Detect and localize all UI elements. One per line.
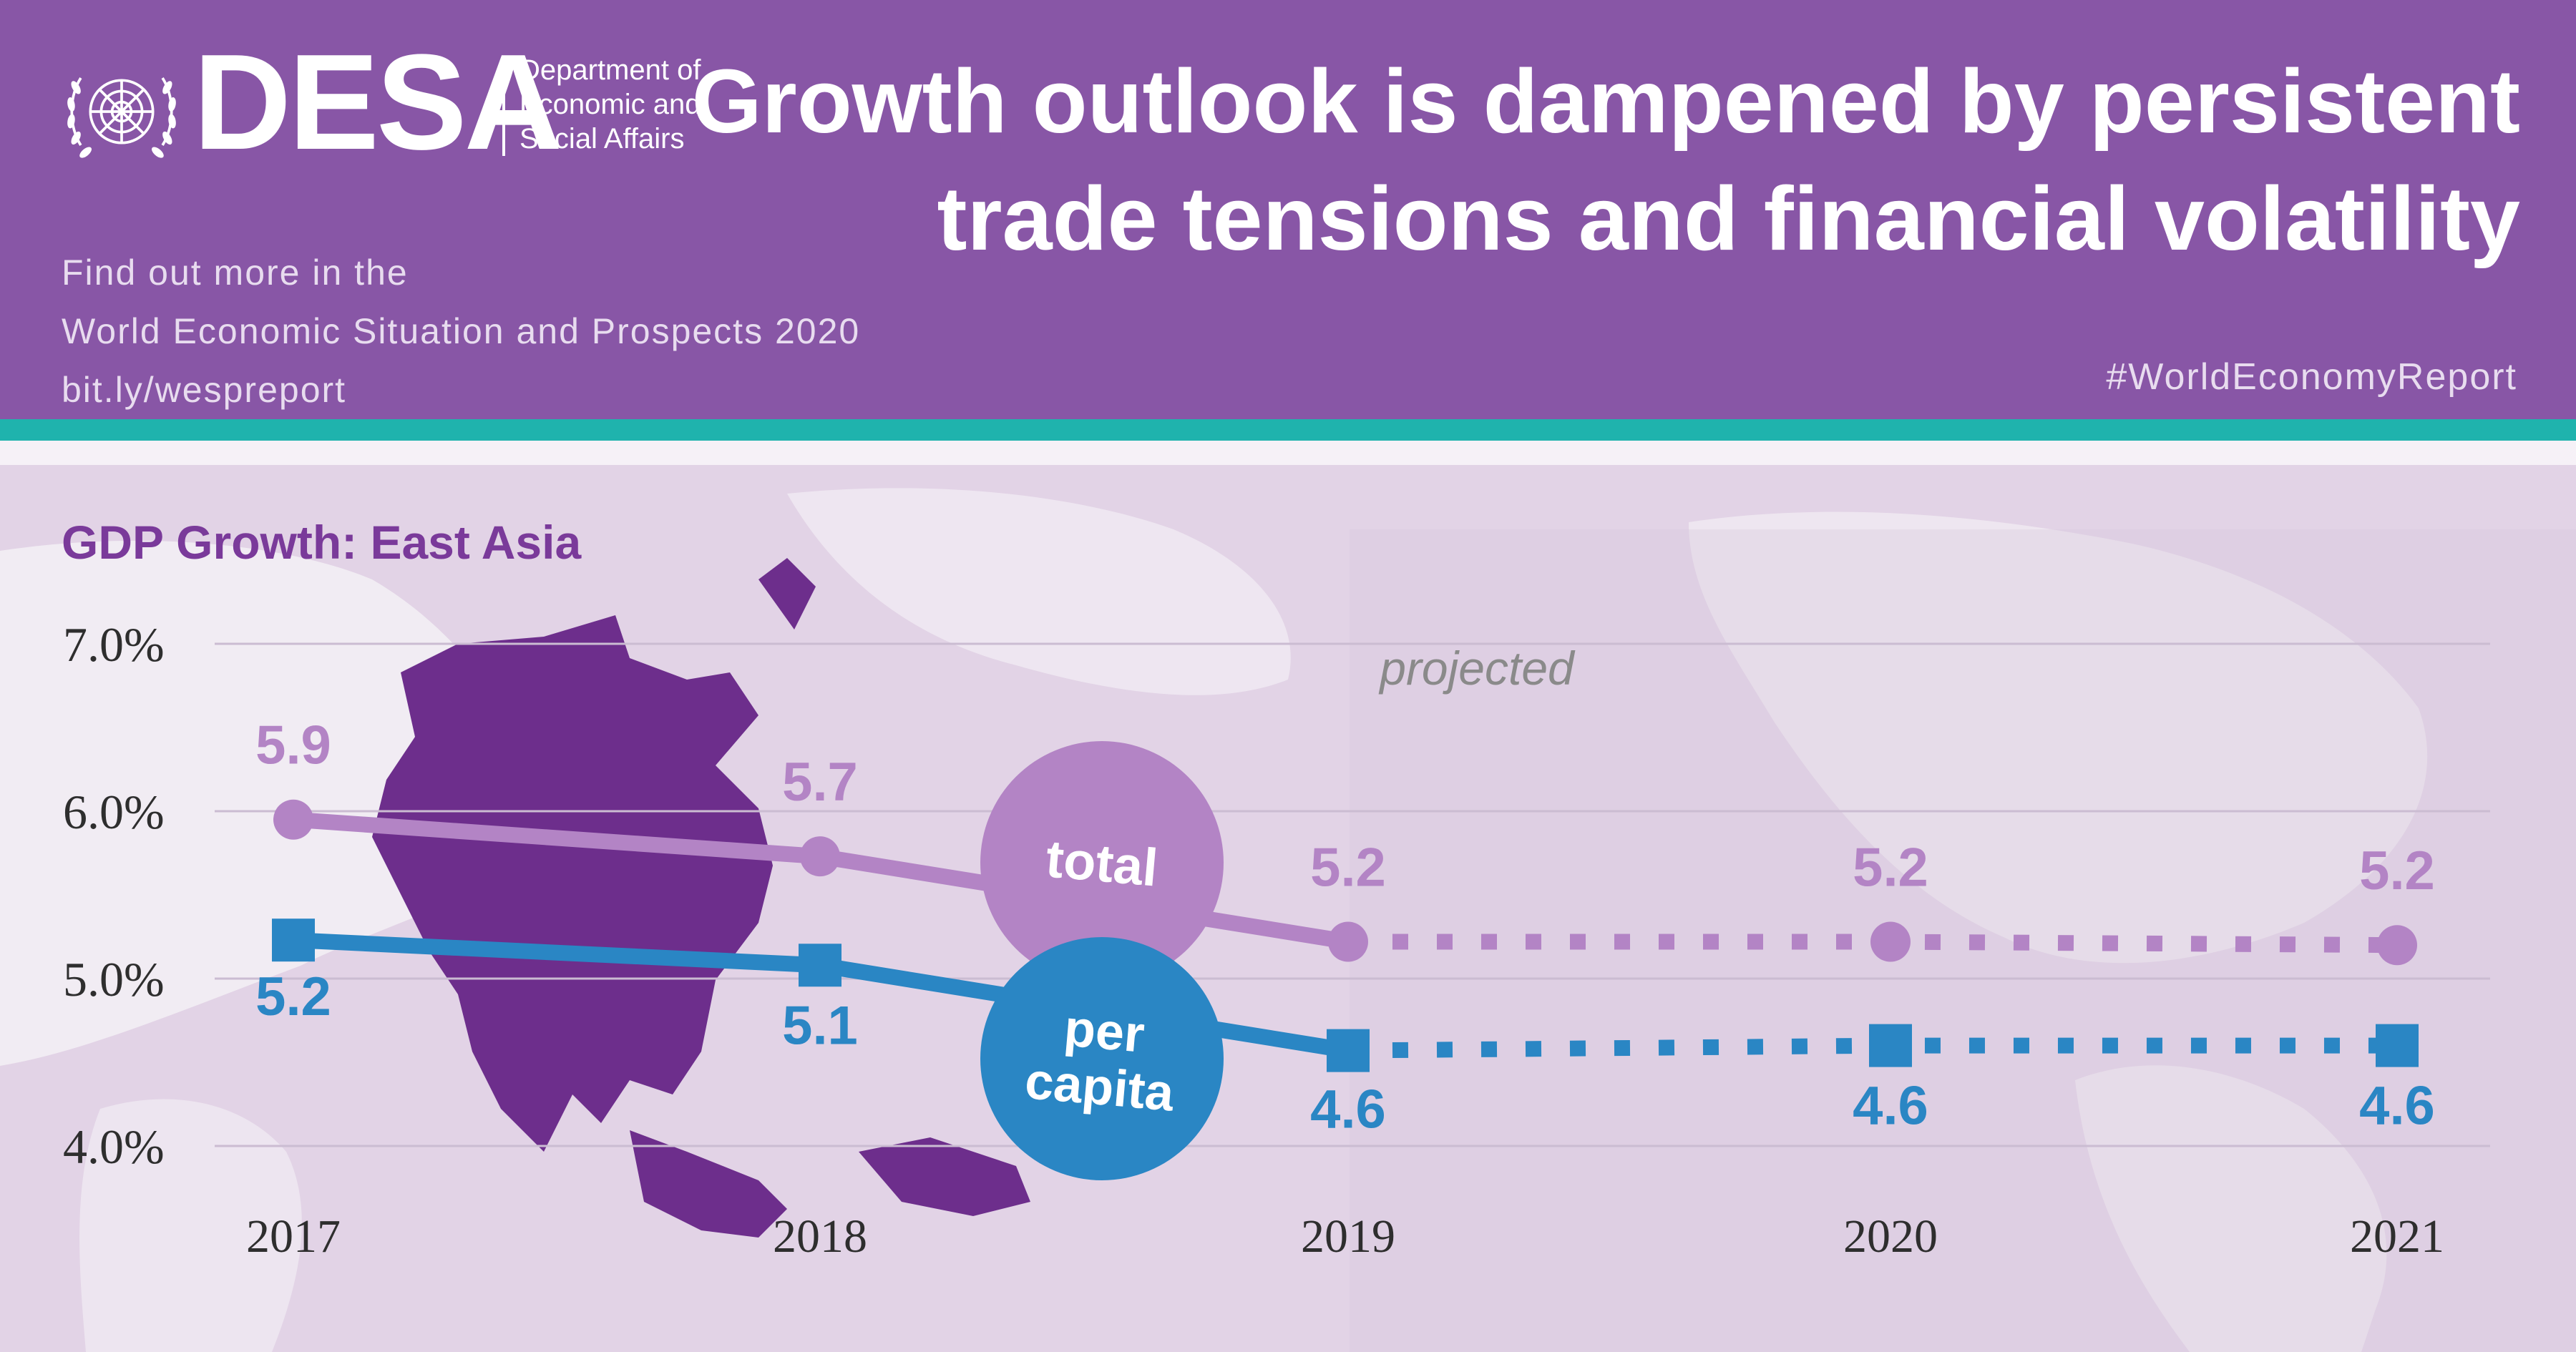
x-tick-label: 2018 [773, 1210, 867, 1263]
x-tick-label: 2021 [2350, 1210, 2444, 1263]
series-badge-label: capita [1023, 1052, 1176, 1122]
y-tick-label: 6.0% [63, 785, 165, 839]
data-point [1327, 1029, 1370, 1072]
department-line: Department of [519, 54, 701, 86]
data-point [799, 944, 841, 987]
un-emblem-icon [67, 77, 176, 158]
east-asia-region [630, 1130, 787, 1238]
department-line: Social Affairs [519, 123, 685, 155]
x-axis: 2017 2018 2019 2020 2021 [246, 1210, 2444, 1263]
data-point [2377, 925, 2417, 966]
line-chart: 7.0% 6.0% 5.0% 4.0% 2017 2018 2019 2020 2021 pr… [0, 465, 2576, 1352]
world-map-background [0, 465, 2576, 1352]
report-title: World Economic Situation and Prospects 2… [62, 311, 861, 351]
header-banner: DESA Department of Economic and Social A… [0, 0, 2576, 419]
data-label: 5.7 [782, 752, 858, 813]
series-badge-label: total [1044, 828, 1161, 897]
data-point [1869, 1024, 1912, 1067]
headline: Growth outlook is dampened by persistent… [692, 43, 2520, 278]
report-link[interactable]: bit.ly/wespreport [62, 370, 347, 410]
findout-line: Find out more in the [62, 253, 409, 293]
hashtag: #WorldEconomyReport [2106, 356, 2517, 398]
separator-band [0, 441, 2576, 465]
data-label: 5.2 [1310, 838, 1386, 898]
report-reference: Find out more in the World Economic Situ… [62, 243, 860, 419]
projected-label: projected [1378, 642, 1576, 695]
department-line: Economic and [519, 89, 701, 120]
data-label: 4.6 [1853, 1076, 1928, 1137]
y-axis: 7.0% 6.0% 5.0% 4.0% [63, 617, 165, 1174]
x-tick-label: 2019 [1301, 1210, 1395, 1263]
y-tick-label: 5.0% [63, 952, 165, 1006]
east-asia-region [758, 558, 816, 630]
y-tick-label: 7.0% [63, 617, 165, 672]
headline-line: Growth outlook is dampened by persistent [691, 51, 2520, 152]
east-asia-region [372, 615, 773, 1152]
x-tick-label: 2020 [1843, 1210, 1938, 1263]
data-point [800, 836, 840, 877]
x-tick-label: 2017 [246, 1210, 341, 1263]
teal-accent-strip [0, 419, 2576, 441]
brand-name: DESA [193, 26, 562, 178]
grid-lines [215, 642, 2490, 1147]
data-point [2376, 1024, 2419, 1067]
y-tick-label: 4.0% [63, 1120, 165, 1174]
series-badge-label: per [1062, 999, 1147, 1063]
data-point [1328, 921, 1368, 962]
data-point [1870, 921, 1911, 962]
data-labels: 5.9 5.7 5.2 5.2 5.2 5.2 5.1 4.6 4.6 4.6 [255, 715, 2435, 1140]
data-label: 4.6 [2359, 1076, 2435, 1137]
data-label: 5.2 [255, 966, 331, 1027]
data-point [272, 919, 315, 962]
headline-line: trade tensions and financial volatility [937, 168, 2520, 269]
data-label: 4.6 [1310, 1079, 1386, 1140]
department-name: Department of Economic and Social Affair… [519, 53, 701, 156]
data-point [273, 799, 313, 840]
data-label: 5.2 [2359, 841, 2435, 901]
data-label: 5.2 [1853, 838, 1928, 898]
brand-divider [502, 56, 505, 156]
data-label: 5.9 [255, 715, 331, 776]
series-badge-total [980, 741, 1224, 984]
data-label: 5.1 [782, 995, 858, 1056]
chart-area: 7.0% 6.0% 5.0% 4.0% 2017 2018 2019 2020 2021 pr… [0, 465, 2576, 1352]
chart-title: GDP Growth: East Asia [62, 516, 582, 569]
series-badge-per-capita [980, 937, 1224, 1180]
east-asia-region [859, 1137, 1030, 1216]
